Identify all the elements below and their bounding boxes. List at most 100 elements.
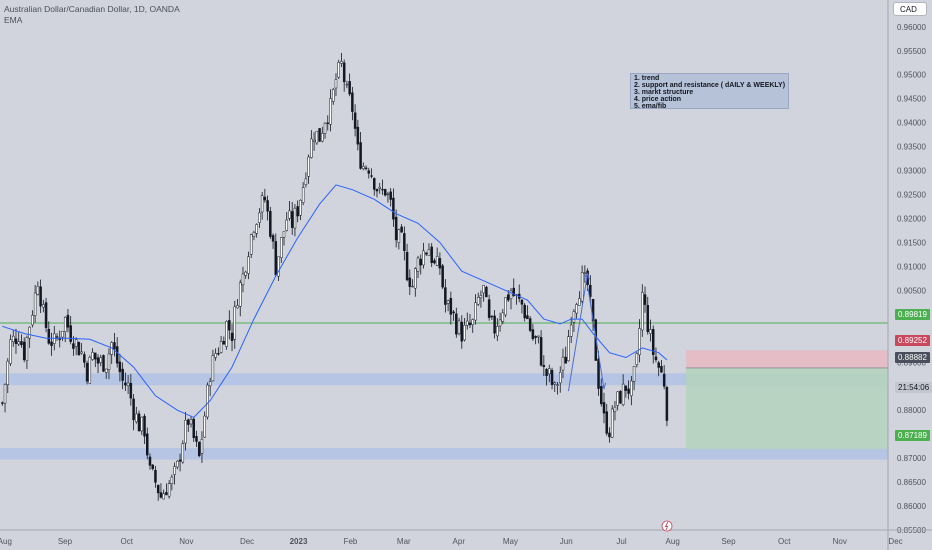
trend-arrow-head[interactable] bbox=[600, 382, 607, 390]
candle-down bbox=[159, 492, 163, 498]
candle-down bbox=[526, 315, 529, 320]
candle-up bbox=[621, 383, 625, 405]
candle-down bbox=[539, 337, 543, 366]
price-tick-label: 0.86000 bbox=[897, 502, 926, 511]
candle-up bbox=[63, 317, 67, 332]
price-tick-label: 0.94000 bbox=[897, 119, 926, 128]
candle-up bbox=[561, 356, 565, 371]
candle-down bbox=[452, 311, 455, 314]
candle-down bbox=[94, 352, 97, 360]
currency-button[interactable]: CAD bbox=[893, 2, 927, 16]
ema-indicator-label[interactable]: EMA bbox=[4, 15, 23, 25]
candle-up bbox=[203, 415, 206, 438]
candle-down bbox=[408, 277, 412, 287]
candle-down bbox=[115, 346, 119, 364]
candle-up bbox=[304, 178, 308, 186]
candle-up bbox=[312, 139, 316, 142]
price-axis[interactable]: 0.96000 0.95500 0.95000 0.94500 0.94000 0.935… bbox=[887, 0, 926, 550]
trend-arrow-line[interactable] bbox=[567, 273, 589, 392]
candle-up bbox=[482, 285, 485, 294]
candle-down bbox=[389, 191, 392, 200]
candle-up bbox=[299, 200, 302, 216]
time-tick-label: Sep bbox=[58, 537, 73, 546]
support-zone-band bbox=[0, 373, 888, 386]
candle-up bbox=[244, 271, 247, 276]
time-axis[interactable]: Aug Sep Oct Nov Dec 2023 Feb Mar Apr May Jun Jul Aug… bbox=[0, 520, 932, 546]
note-line-4: 4. price action bbox=[634, 96, 682, 103]
candle-down bbox=[602, 402, 606, 414]
candle-up bbox=[88, 356, 92, 384]
candle-up bbox=[558, 372, 562, 384]
candle-down bbox=[137, 413, 141, 432]
candle-down bbox=[50, 341, 53, 346]
candle-up bbox=[378, 186, 381, 189]
candle-down bbox=[383, 189, 387, 196]
candle-down bbox=[318, 128, 321, 142]
trend-arrow-line[interactable] bbox=[587, 285, 605, 389]
candle-up bbox=[33, 292, 37, 316]
candle-down bbox=[353, 112, 357, 129]
time-tick-label: May bbox=[503, 537, 518, 546]
candle-down bbox=[419, 258, 423, 266]
candle-down bbox=[589, 284, 592, 297]
candle-down bbox=[485, 286, 488, 298]
price-tick-label: 0.86500 bbox=[897, 478, 926, 487]
candle-up bbox=[479, 295, 483, 299]
price-tick-label: 0.90500 bbox=[897, 286, 926, 295]
candle-down bbox=[364, 167, 368, 170]
candle-down bbox=[296, 206, 299, 217]
time-tick-label: Oct bbox=[778, 537, 791, 546]
time-tick-label: Nov bbox=[179, 537, 193, 546]
candle-up bbox=[280, 237, 283, 258]
candle-up bbox=[567, 336, 570, 362]
candle-down bbox=[468, 322, 472, 326]
candle-down bbox=[165, 492, 168, 496]
candle-up bbox=[613, 406, 617, 413]
trend-arrows[interactable] bbox=[567, 272, 607, 392]
candle-up bbox=[104, 368, 108, 373]
candle-up bbox=[553, 382, 557, 385]
candle-down bbox=[493, 315, 496, 334]
candle-up bbox=[135, 413, 138, 423]
candle-up bbox=[569, 324, 573, 337]
candle-up bbox=[630, 380, 633, 397]
candle-down bbox=[143, 415, 146, 437]
candle-down bbox=[1, 402, 4, 404]
candle-up bbox=[233, 306, 237, 340]
candle-down bbox=[600, 386, 603, 405]
checklist-note[interactable]: 1. trend 2. support and resistance ( dAI… bbox=[630, 73, 789, 110]
candle-down bbox=[148, 456, 152, 466]
event-marker-icon[interactable] bbox=[661, 520, 673, 532]
candle-up bbox=[340, 61, 343, 64]
candle-up bbox=[411, 285, 414, 288]
candle-up bbox=[200, 438, 204, 454]
candle-down bbox=[520, 299, 524, 305]
last-price-tag: 0.88882 bbox=[895, 352, 930, 363]
candle-down bbox=[449, 298, 453, 315]
candle-up bbox=[548, 368, 551, 375]
candle-down bbox=[269, 210, 272, 237]
candle-up bbox=[323, 122, 327, 134]
candle-up bbox=[616, 391, 619, 406]
stop-loss-zone[interactable] bbox=[686, 350, 888, 368]
candle-up bbox=[632, 366, 636, 382]
bar-countdown-tag: 21:54:06 bbox=[895, 382, 932, 393]
candle-up bbox=[307, 156, 310, 177]
take-profit-zone[interactable] bbox=[686, 367, 888, 450]
candle-up bbox=[285, 219, 288, 231]
long-position-tool[interactable] bbox=[686, 350, 888, 450]
candle-down bbox=[646, 304, 650, 333]
candle-down bbox=[326, 122, 330, 124]
time-tick-label: 2023 bbox=[290, 537, 308, 546]
candle-down bbox=[373, 178, 376, 190]
time-tick-label: Dec bbox=[888, 537, 902, 546]
candle-down bbox=[132, 398, 135, 421]
candle-up bbox=[463, 324, 466, 341]
candle-down bbox=[564, 356, 567, 364]
candle-down bbox=[490, 315, 494, 318]
candle-up bbox=[252, 232, 256, 237]
trend-arrow-head[interactable] bbox=[583, 272, 590, 280]
candle-up bbox=[649, 329, 652, 334]
